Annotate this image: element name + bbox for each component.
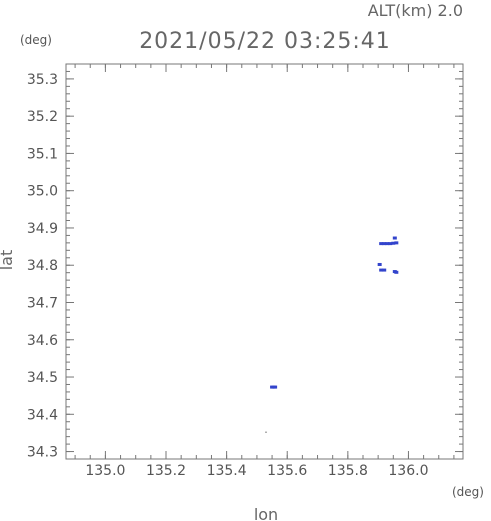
data-point (388, 242, 393, 246)
x-tick-label: 135.2 (146, 463, 186, 479)
data-point (382, 242, 387, 246)
x-tick-label: 135.6 (267, 463, 307, 479)
data-point (391, 241, 396, 245)
data-point (392, 236, 397, 240)
plot-frame (65, 63, 464, 460)
data-point (377, 262, 382, 266)
data-point (394, 241, 399, 245)
data-point (394, 270, 399, 274)
data-point (379, 268, 384, 272)
y-tick-label: 34.6 (27, 333, 58, 349)
y-axis: 34.3 34.4 34.5 34.6 34.7 34.8 34.9 35.0 35.1 35.2… (27, 63, 463, 461)
x-axis-title: lon (254, 505, 278, 521)
chart-title: 2021/05/22 03:25:41 (139, 29, 391, 54)
data-point (385, 242, 390, 246)
data-point (379, 242, 384, 246)
y-tick-label: 35.0 (27, 184, 58, 200)
y-tick-label: 34.7 (27, 295, 58, 311)
y-tick-label: 34.8 (27, 258, 58, 274)
faint-data-point (265, 431, 268, 433)
y-tick-label: 35.3 (27, 72, 58, 88)
y-tick-label: 34.5 (27, 370, 58, 386)
y-tick-label: 35.2 (27, 109, 58, 125)
x-tick-label: 135.8 (328, 463, 368, 479)
y-axis-title: lat (0, 250, 16, 271)
data-point (273, 385, 278, 389)
x-tick-label: 135.0 (85, 463, 125, 479)
y-tick-label: 35.1 (27, 146, 58, 162)
y-tick-label: 34.3 (27, 445, 58, 461)
y-tick-label: 34.9 (27, 221, 58, 237)
y-tick-label: 34.4 (27, 407, 58, 423)
altitude-label: ALT(km) 2.0 (368, 1, 463, 20)
x-axis: 135.0 135.2 135.4 135.6 135.8 136.0 (74, 64, 455, 479)
x-tick-label: 135.4 (207, 463, 247, 479)
data-point (382, 268, 387, 272)
x-tick-label: 136.0 (388, 463, 428, 479)
x-unit-label: (deg) (452, 485, 484, 499)
y-unit-label: (deg) (20, 33, 52, 47)
data-points (265, 236, 399, 433)
